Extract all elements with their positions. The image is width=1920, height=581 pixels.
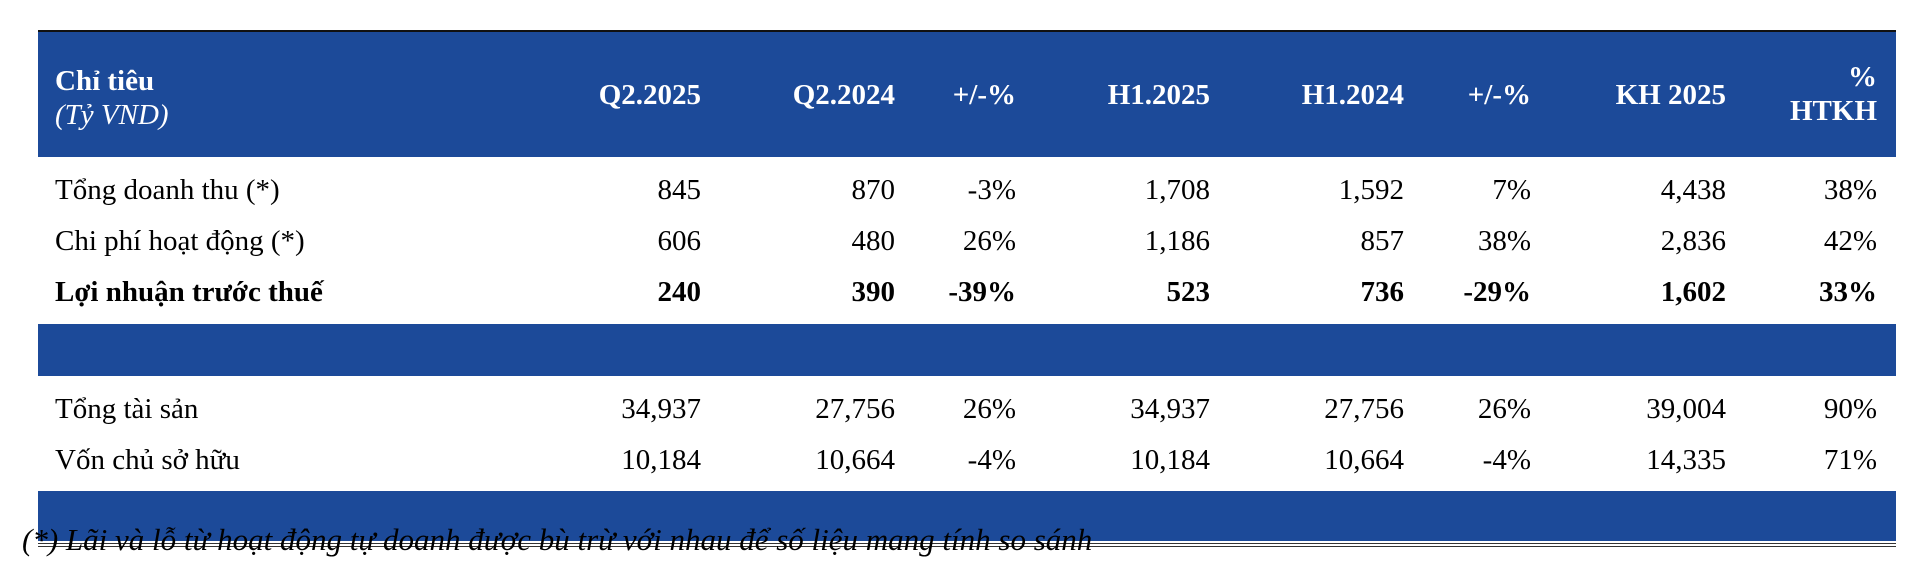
cell-quarter-change: -3% [967,174,1016,206]
cell-q2-2025: 240 [657,276,702,308]
header-col-half-change: +/-% [1467,79,1531,111]
table-row: Tổng tài sản 34,937 27,756 26% 34,937 27,756 2… [38,383,1896,434]
cell-plan-completion: 71% [1823,444,1877,476]
cell-q2-2024: 10,664 [815,444,895,476]
cell-half-change: 7% [1492,174,1531,206]
header-label-main: Chỉ tiêu [55,65,155,97]
top-rule [38,30,1896,32]
cell-h1-2024: 27,756 [1324,393,1404,425]
financial-table: Chỉ tiêu (Tỷ VND) Q2.2025 Q2.2024 +/-% H… [38,30,1896,547]
cell-h1-2025: 523 [1166,276,1211,308]
cell-q2-2024: 390 [851,276,896,308]
cell-h1-2024: 1,592 [1338,174,1404,206]
table-body-balance: Tổng tài sản 34,937 27,756 26% 34,937 27,756 2… [38,383,1896,485]
cell-q2-2024: 27,756 [815,393,895,425]
cell-plan-2025: 39,004 [1646,393,1726,425]
cell-half-change: -4% [1482,444,1531,476]
header-col-plan-completion-line1: % [1848,61,1877,93]
cell-h1-2025: 34,937 [1130,393,1210,425]
cell-h1-2024: 736 [1360,276,1405,308]
cell-h1-2024: 10,664 [1324,444,1404,476]
cell-h1-2025: 10,184 [1130,444,1210,476]
table-row: Tổng doanh thu (*) 845 870 -3% 1,708 1,592 7% 4… [38,164,1896,215]
table-row: Vốn chủ sở hữu 10,184 10,664 -4% 10,184 10,66… [38,434,1896,485]
header-label-unit: (Tỷ VND) [55,99,169,131]
cell-plan-2025: 4,438 [1660,174,1726,206]
header-col-quarter-change: +/-% [952,79,1016,111]
header-col-plan-completion: % HTKH [1790,60,1877,128]
cell-q2-2025: 845 [657,174,702,206]
cell-plan-completion: 90% [1823,393,1877,425]
cell-half-change: -29% [1463,276,1531,308]
header-col-plan-2025: KH 2025 [1615,79,1726,111]
cell-q2-2025: 34,937 [621,393,701,425]
table-row: Chi phí hoạt động (*) 606 480 26% 1,186 857 38… [38,215,1896,266]
separator-band [38,324,1896,376]
bottom-band [38,491,1896,541]
cell-quarter-change: -39% [948,276,1016,308]
cell-h1-2024: 857 [1360,225,1405,257]
header-col-h1-2025: H1.2025 [1107,79,1210,111]
header-col-plan-completion-line2: HTKH [1789,95,1877,127]
row-label: Tổng tài sản [55,393,199,425]
bottom-rule-double [38,546,1896,547]
row-label: Vốn chủ sở hữu [55,444,240,476]
cell-plan-completion: 42% [1823,225,1877,257]
cell-half-change: 26% [1477,393,1531,425]
header-col-q2-2024: Q2.2024 [792,79,895,111]
cell-q2-2024: 870 [851,174,896,206]
table-header: Chỉ tiêu (Tỷ VND) Q2.2025 Q2.2024 +/-% H… [38,32,1896,157]
table-body-income: Tổng doanh thu (*) 845 870 -3% 1,708 1,592 7% 4… [38,164,1896,317]
cell-plan-completion: 33% [1819,276,1877,308]
cell-h1-2025: 1,186 [1144,225,1210,257]
cell-quarter-change: -4% [967,444,1016,476]
footnote: (*) Lãi và lỗ từ hoạt động tự doanh được… [22,522,1093,557]
cell-q2-2025: 606 [657,225,702,257]
cell-quarter-change: 26% [962,393,1016,425]
row-label: Chi phí hoạt động (*) [55,225,305,257]
cell-plan-2025: 2,836 [1660,225,1726,257]
cell-h1-2025: 1,708 [1144,174,1210,206]
cell-plan-completion: 38% [1823,174,1877,206]
cell-quarter-change: 26% [962,225,1016,257]
cell-half-change: 38% [1477,225,1531,257]
cell-q2-2025: 10,184 [621,444,701,476]
header-label: Chỉ tiêu (Tỷ VND) [55,64,169,132]
row-label: Tổng doanh thu (*) [55,174,280,206]
header-col-q2-2025: Q2.2025 [598,79,701,111]
bottom-rule [38,543,1896,544]
header-col-h1-2024: H1.2024 [1301,79,1404,111]
cell-plan-2025: 1,602 [1660,276,1726,308]
row-label: Lợi nhuận trước thuế [55,276,323,308]
table-row: Lợi nhuận trước thuế 240 390 -39% 523 736 -29%… [38,266,1896,317]
cell-q2-2024: 480 [851,225,896,257]
cell-plan-2025: 14,335 [1646,444,1726,476]
